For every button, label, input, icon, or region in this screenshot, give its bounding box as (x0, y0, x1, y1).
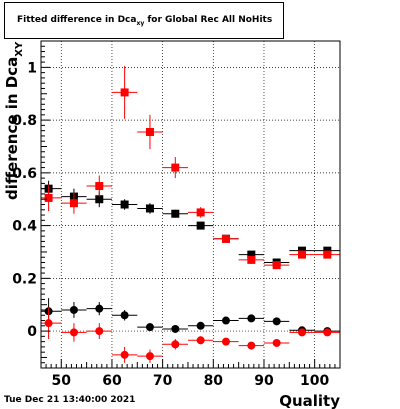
data-point-square (196, 208, 205, 217)
y-tick-label: 1 (27, 60, 37, 76)
x-tick-label: 70 (153, 373, 173, 389)
data-point-circle (221, 337, 230, 346)
data-points (41, 66, 340, 363)
data-point-circle (44, 319, 53, 328)
data-point-circle (171, 340, 180, 349)
chart-title-box: Fitted difference in Dcaxy for Global Re… (4, 2, 284, 39)
y-axis-label: difference in DcaXY (3, 41, 25, 200)
plot-frame (40, 40, 341, 369)
data-point-square (95, 195, 104, 204)
data-point-circle (95, 304, 104, 313)
data-point-circle (145, 323, 154, 332)
x-tick-label: 100 (300, 373, 329, 389)
chart-title-subscript: xy (136, 19, 145, 27)
grid-lines (41, 41, 340, 368)
data-point-square (44, 193, 53, 202)
x-tick-label: 80 (204, 373, 224, 389)
data-point-square (247, 250, 256, 259)
axes: 50 60 70 80 90 100 0 0.2 0.4 0.6 0.8 1 (12, 40, 341, 389)
x-tick-label: 50 (52, 373, 72, 389)
x-tick-label: 60 (102, 373, 122, 389)
data-point-circle (272, 338, 281, 347)
chart-title: Fitted difference in Dcaxy for Global Re… (17, 15, 272, 27)
data-point-square (95, 182, 104, 191)
data-point-square (171, 163, 180, 172)
y-tick-label: 0.8 (12, 113, 37, 129)
data-point-circle (120, 311, 129, 320)
data-point-square (120, 200, 129, 209)
x-axis-label: Quality (279, 392, 340, 409)
y-tick-label: 0.6 (12, 166, 37, 182)
data-point-square (297, 250, 306, 259)
data-point-square (171, 209, 180, 218)
timestamp: Tue Dec 21 13:40:00 2021 (4, 395, 136, 405)
data-point-square (272, 261, 281, 270)
data-point-square (69, 199, 78, 208)
data-point-square (120, 88, 129, 97)
data-point-circle (323, 328, 332, 337)
data-point-circle (120, 350, 129, 359)
data-point-circle (247, 341, 256, 350)
data-point-circle (297, 328, 306, 337)
y-axis-label-main: difference in Dca (3, 57, 21, 200)
y-tick-label: 0.2 (12, 271, 37, 287)
data-point-square (145, 127, 154, 136)
y-tick-label: 0 (27, 324, 37, 340)
data-point-circle (145, 352, 154, 361)
data-point-square (196, 221, 205, 230)
data-point-circle (69, 305, 78, 314)
chart-title-prefix: Fitted difference in Dca (17, 14, 137, 25)
data-point-circle (95, 327, 104, 336)
data-point-square (145, 204, 154, 213)
data-point-circle (69, 328, 78, 337)
data-point-square (221, 234, 230, 243)
data-point-circle (247, 314, 256, 323)
chart-title-suffix: for Global Rec All NoHits (144, 14, 273, 25)
data-point-square (323, 250, 332, 259)
x-tick-label: 90 (254, 373, 274, 389)
data-point-circle (221, 316, 230, 325)
data-point-circle (196, 321, 205, 330)
data-point-square (247, 255, 256, 264)
y-axis-label-subscript: XY (14, 41, 25, 57)
data-point-circle (196, 336, 205, 345)
data-point-circle (171, 324, 180, 333)
y-tick-label: 0.4 (12, 219, 37, 235)
data-point-circle (272, 317, 281, 326)
